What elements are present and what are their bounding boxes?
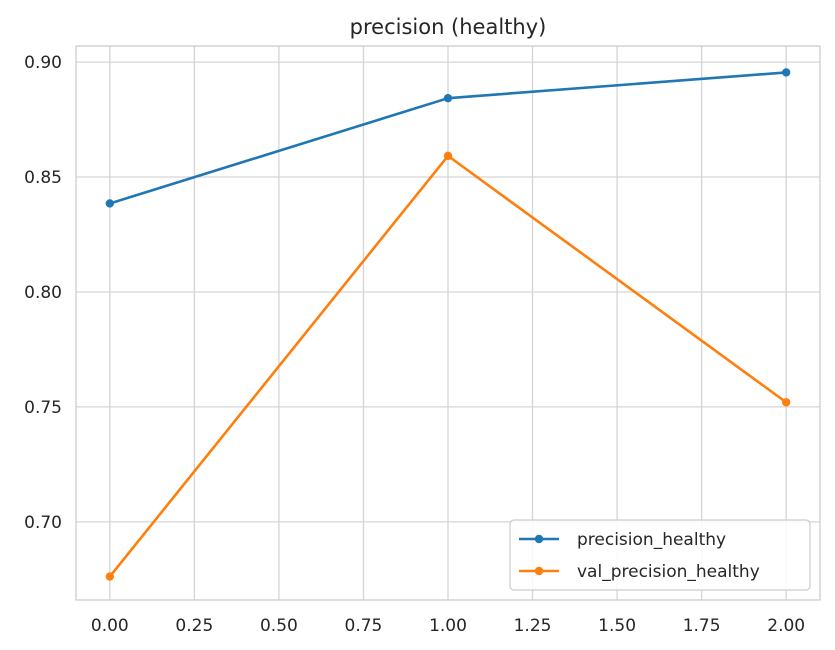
y-axis-ticks: 0.70 0.75 0.80 0.85 0.90 [24, 53, 62, 533]
legend-swatch-marker [534, 566, 544, 576]
y-tick-label: 0.75 [24, 398, 62, 418]
legend-swatch-marker [534, 534, 544, 544]
legend-label: val_precision_healthy [577, 562, 760, 582]
x-tick-label: 1.25 [514, 616, 552, 636]
series-group [105, 68, 791, 581]
legend: precision_healthy val_precision_healthy [509, 519, 811, 591]
data-point [781, 68, 791, 77]
y-tick-label: 0.80 [24, 283, 62, 303]
data-point [105, 199, 115, 208]
data-point [443, 93, 453, 103]
x-tick-label: 1.50 [598, 616, 636, 636]
series-precision-healthy [105, 68, 791, 208]
data-point [781, 398, 791, 407]
y-tick-label: 0.70 [24, 513, 62, 533]
x-tick-label: 2.00 [767, 616, 805, 636]
legend-item: val_precision_healthy [519, 562, 760, 582]
plot-frame [75, 45, 821, 601]
grid [76, 46, 820, 600]
x-tick-label: 0.00 [91, 616, 129, 636]
y-tick-label: 0.90 [24, 53, 62, 73]
x-tick-label: 0.50 [260, 616, 298, 636]
legend-box [509, 519, 811, 591]
x-tick-label: 1.00 [429, 616, 467, 636]
x-axis-ticks: 0.00 0.25 0.50 0.75 1.00 1.25 1.50 1.75 2.00 [91, 616, 805, 636]
y-tick-label: 0.85 [24, 168, 62, 188]
series-val-precision-healthy [105, 151, 791, 581]
legend-item: precision_healthy [519, 530, 726, 550]
data-point [443, 151, 453, 161]
data-point [105, 572, 115, 581]
chart-title: precision (healthy) [350, 15, 547, 39]
x-tick-label: 1.75 [683, 616, 721, 636]
x-tick-label: 0.75 [345, 616, 383, 636]
x-tick-label: 0.25 [175, 616, 213, 636]
legend-label: precision_healthy [577, 530, 726, 550]
